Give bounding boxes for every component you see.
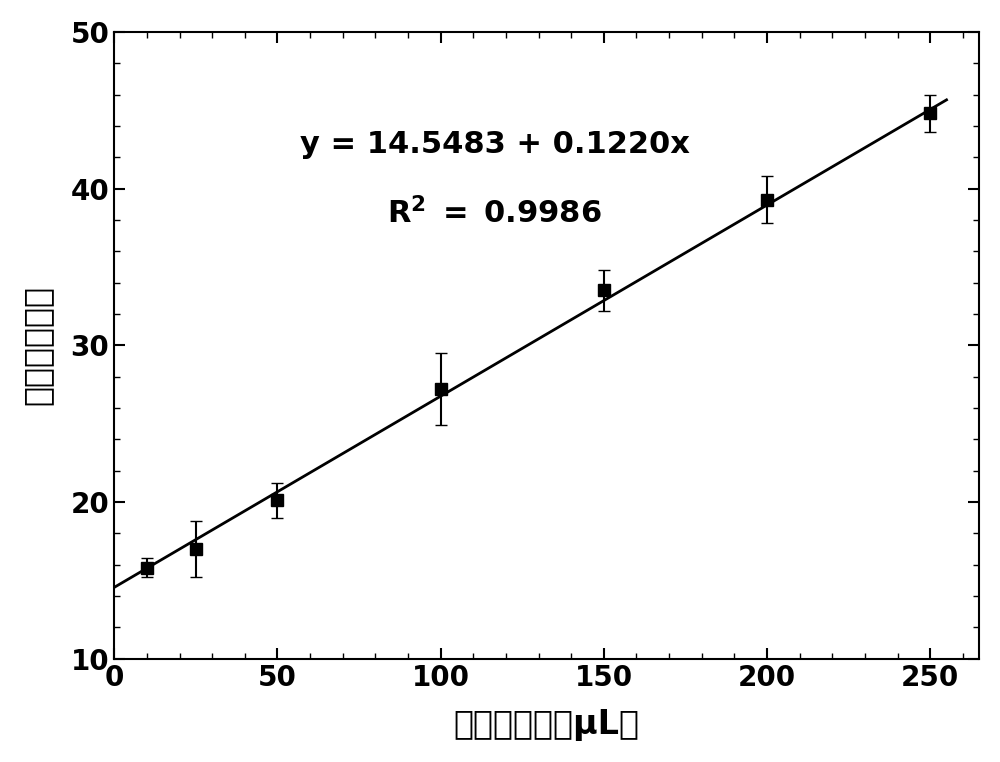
Text: $\mathbf{R}^{\mathbf{2}}$$\mathbf{\ =\ 0.9986}$: $\mathbf{R}^{\mathbf{2}}$$\mathbf{\ =\ 0…	[387, 197, 602, 230]
Text: y = 14.5483 + 0.1220x: y = 14.5483 + 0.1220x	[300, 130, 690, 159]
Y-axis label: 相对荧光强度: 相对荧光强度	[21, 285, 54, 405]
X-axis label: 乙烯的体积（μL）: 乙烯的体积（μL）	[454, 708, 640, 741]
